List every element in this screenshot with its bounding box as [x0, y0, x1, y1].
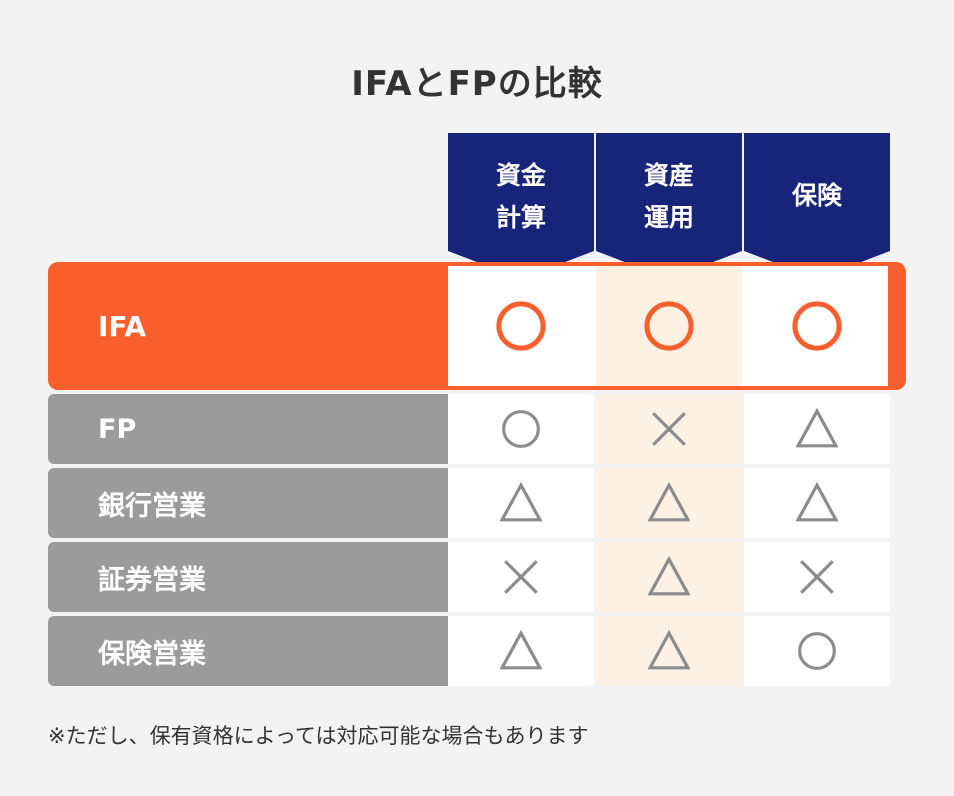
column-header-line1: 資産 — [643, 161, 694, 190]
row-label: FP — [48, 394, 448, 464]
cross-mark-icon — [504, 560, 538, 594]
row-label: 証券営業 — [48, 542, 448, 612]
mark-cell — [448, 616, 594, 686]
mark-cell — [448, 394, 594, 464]
mark-cell — [596, 468, 742, 538]
page-title: IFAとFPの比較 — [351, 64, 603, 104]
triangle-mark-icon — [648, 630, 690, 670]
table-row: 証券営業 — [48, 542, 890, 612]
mark-cell — [744, 394, 890, 464]
circle-mark-icon — [502, 410, 540, 448]
triangle-mark-icon — [500, 482, 542, 522]
triangle-mark-icon — [648, 482, 690, 522]
row-label-ifa: IFA — [98, 309, 147, 343]
table-row: 保険営業 — [48, 616, 890, 686]
row-label: 銀行営業 — [48, 468, 448, 538]
triangle-mark-icon — [796, 482, 838, 522]
column-header-funding-calc: 資金 計算 — [448, 133, 594, 279]
mark-cell — [744, 616, 890, 686]
column-header-line2: 運用 — [643, 203, 694, 232]
column-header-line1: 保険 — [791, 181, 842, 210]
mark-cell — [448, 468, 594, 538]
column-header-asset-management: 資産 運用 — [596, 133, 742, 279]
mark-cell — [744, 542, 890, 612]
triangle-mark-icon — [500, 630, 542, 670]
mark-cell — [596, 394, 742, 464]
ifa-mark-cell — [744, 266, 890, 386]
mark-cell — [448, 542, 594, 612]
cross-mark-icon — [800, 560, 834, 594]
column-header-insurance: 保険 — [744, 133, 890, 279]
column-header-line2: 計算 — [495, 203, 546, 232]
row-label: 保険営業 — [48, 616, 448, 686]
ifa-mark-cell — [448, 266, 594, 386]
circle-mark-icon — [798, 632, 836, 670]
mark-cell — [596, 616, 742, 686]
ifa-mark-cell — [596, 266, 742, 386]
footnote: ※ただし、保有資格によっては対応可能な場合もあります — [48, 724, 589, 748]
triangle-mark-icon — [648, 556, 690, 596]
table-row: FP — [48, 394, 890, 464]
circle-mark-icon — [644, 301, 694, 351]
table-row: 銀行営業 — [48, 468, 890, 538]
cross-mark-icon — [652, 412, 686, 446]
column-header-line1: 資金 — [495, 161, 546, 190]
highlight-column-ifa — [596, 266, 742, 386]
circle-mark-icon — [496, 301, 546, 351]
mark-cell — [596, 542, 742, 612]
mark-cell — [744, 468, 890, 538]
circle-mark-icon — [792, 301, 842, 351]
triangle-mark-icon — [796, 408, 838, 448]
